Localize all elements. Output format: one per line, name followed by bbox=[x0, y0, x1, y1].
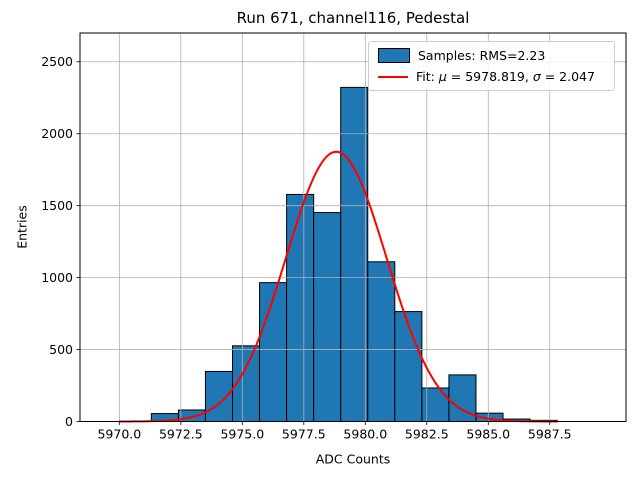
legend-entry-fit: Fit: μ = 5978.819, σ = 2.047 bbox=[378, 69, 605, 84]
y-tick-label: 0 bbox=[65, 414, 73, 429]
legend-fit-label: Fit: μ = 5978.819, σ = 2.047 bbox=[416, 69, 595, 84]
x-tick-label: 5985.0 bbox=[466, 427, 510, 442]
histogram-bar bbox=[313, 212, 342, 422]
fit-line-icon bbox=[378, 75, 408, 78]
x-tick-label: 5977.5 bbox=[282, 427, 326, 442]
x-axis-label: ADC Counts bbox=[315, 451, 391, 467]
y-tick-label: 1500 bbox=[41, 198, 73, 213]
y-tick-label: 500 bbox=[49, 342, 73, 357]
y-tick-label: 2000 bbox=[41, 126, 73, 141]
histogram-bar bbox=[340, 86, 369, 422]
x-tick-label: 5972.5 bbox=[159, 427, 203, 442]
histogram-bar bbox=[259, 282, 288, 422]
x-tick-label: 5982.5 bbox=[405, 427, 449, 442]
legend: Samples: RMS=2.23 Fit: μ = 5978.819, σ =… bbox=[368, 41, 615, 91]
histogram-bar bbox=[394, 311, 423, 422]
y-axis-label: Entries bbox=[14, 205, 30, 249]
y-tick-label: 1000 bbox=[41, 270, 73, 285]
gaussian-fit-curve bbox=[118, 150, 559, 423]
legend-entry-samples: Samples: RMS=2.23 bbox=[378, 48, 605, 63]
histogram-bar bbox=[286, 193, 315, 422]
histogram-bar bbox=[204, 370, 233, 422]
legend-samples-label: Samples: RMS=2.23 bbox=[418, 48, 546, 63]
axes-spines bbox=[79, 32, 627, 422]
y-tick-label: 2500 bbox=[41, 54, 73, 69]
x-tick-label: 5980.0 bbox=[343, 427, 387, 442]
chart-title: Run 671, channel116, Pedestal bbox=[236, 9, 470, 27]
x-tick-label: 5987.5 bbox=[528, 427, 572, 442]
x-tick-label: 5975.0 bbox=[220, 427, 264, 442]
histogram-bar bbox=[421, 387, 450, 422]
histogram-bar bbox=[367, 261, 396, 422]
x-tick-label: 5970.0 bbox=[97, 427, 141, 442]
samples-patch-icon bbox=[378, 48, 410, 63]
